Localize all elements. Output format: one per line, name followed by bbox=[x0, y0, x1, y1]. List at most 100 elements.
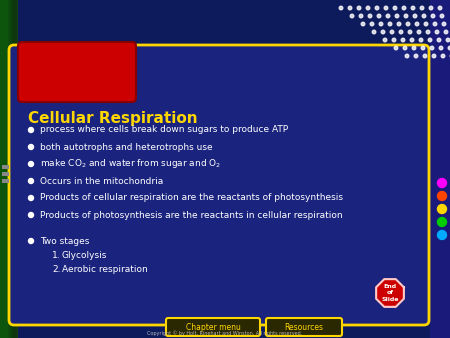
Circle shape bbox=[422, 14, 426, 18]
Text: Products of photosynthesis are the reactants in cellular respiration: Products of photosynthesis are the react… bbox=[40, 211, 342, 219]
Text: Two stages: Two stages bbox=[40, 237, 90, 245]
Circle shape bbox=[339, 6, 343, 10]
Circle shape bbox=[413, 14, 417, 18]
Bar bbox=[0, 0, 17, 338]
Text: Resources: Resources bbox=[284, 322, 324, 332]
Circle shape bbox=[401, 38, 405, 42]
Circle shape bbox=[361, 22, 365, 26]
Text: Chapter menu: Chapter menu bbox=[185, 322, 240, 332]
Circle shape bbox=[386, 14, 390, 18]
Circle shape bbox=[438, 6, 442, 10]
Circle shape bbox=[388, 22, 392, 26]
Circle shape bbox=[28, 178, 33, 184]
Circle shape bbox=[395, 14, 399, 18]
Text: Cellular Respiration: Cellular Respiration bbox=[28, 111, 198, 125]
Circle shape bbox=[429, 6, 433, 10]
Circle shape bbox=[405, 54, 409, 58]
Circle shape bbox=[437, 38, 441, 42]
Circle shape bbox=[383, 38, 387, 42]
Circle shape bbox=[394, 46, 398, 50]
Circle shape bbox=[410, 38, 414, 42]
Circle shape bbox=[439, 46, 443, 50]
Circle shape bbox=[411, 6, 415, 10]
FancyBboxPatch shape bbox=[9, 45, 429, 325]
Text: Glycolysis: Glycolysis bbox=[62, 251, 108, 261]
Bar bbox=[0, 0, 10, 338]
Circle shape bbox=[404, 14, 408, 18]
Circle shape bbox=[375, 6, 379, 10]
Circle shape bbox=[366, 6, 370, 10]
Circle shape bbox=[432, 54, 436, 58]
Circle shape bbox=[417, 30, 421, 34]
Bar bbox=[0, 0, 18, 338]
Circle shape bbox=[403, 46, 407, 50]
Text: 1.: 1. bbox=[52, 251, 61, 261]
Circle shape bbox=[379, 22, 383, 26]
Text: 2.: 2. bbox=[52, 265, 60, 273]
Bar bbox=[0, 0, 18, 338]
Circle shape bbox=[397, 22, 401, 26]
Polygon shape bbox=[376, 279, 404, 307]
Circle shape bbox=[428, 38, 432, 42]
Circle shape bbox=[442, 22, 446, 26]
Bar bbox=[0, 0, 9, 338]
Circle shape bbox=[350, 14, 354, 18]
Bar bbox=[430, 0, 450, 338]
Circle shape bbox=[372, 30, 376, 34]
Circle shape bbox=[348, 6, 352, 10]
Circle shape bbox=[28, 239, 33, 243]
Circle shape bbox=[359, 14, 363, 18]
Circle shape bbox=[431, 14, 435, 18]
Text: Occurs in the mitochondria: Occurs in the mitochondria bbox=[40, 176, 163, 186]
Circle shape bbox=[437, 217, 446, 226]
Circle shape bbox=[28, 213, 33, 217]
Circle shape bbox=[440, 14, 444, 18]
Circle shape bbox=[446, 38, 450, 42]
Circle shape bbox=[377, 14, 381, 18]
Circle shape bbox=[437, 204, 446, 214]
Circle shape bbox=[390, 30, 394, 34]
Bar bbox=[2, 172, 9, 176]
Circle shape bbox=[441, 54, 445, 58]
Circle shape bbox=[414, 54, 418, 58]
Circle shape bbox=[419, 38, 423, 42]
Text: Products of cellular respiration are the reactants of photosynthesis: Products of cellular respiration are the… bbox=[40, 193, 343, 202]
Circle shape bbox=[28, 127, 33, 132]
Circle shape bbox=[368, 14, 372, 18]
Circle shape bbox=[408, 30, 412, 34]
Circle shape bbox=[412, 46, 416, 50]
Circle shape bbox=[28, 162, 33, 167]
Bar bbox=[0, 0, 15, 338]
FancyBboxPatch shape bbox=[166, 318, 260, 336]
Circle shape bbox=[393, 6, 397, 10]
Text: process where cells break down sugars to produce ATP: process where cells break down sugars to… bbox=[40, 125, 288, 135]
Bar bbox=[0, 0, 12, 338]
Circle shape bbox=[28, 145, 33, 149]
Bar bbox=[2, 165, 9, 169]
Circle shape bbox=[406, 22, 410, 26]
Circle shape bbox=[421, 46, 425, 50]
Bar bbox=[0, 0, 30, 338]
Bar bbox=[0, 0, 14, 338]
Circle shape bbox=[444, 30, 448, 34]
Circle shape bbox=[423, 54, 427, 58]
FancyBboxPatch shape bbox=[18, 42, 136, 102]
Bar bbox=[0, 0, 8, 338]
Circle shape bbox=[381, 30, 385, 34]
Circle shape bbox=[424, 22, 428, 26]
Circle shape bbox=[426, 30, 430, 34]
Bar bbox=[2, 179, 9, 183]
Circle shape bbox=[28, 195, 33, 200]
Circle shape bbox=[433, 22, 437, 26]
Circle shape bbox=[430, 46, 434, 50]
Circle shape bbox=[415, 22, 419, 26]
Text: End
of
Slide: End of Slide bbox=[381, 284, 399, 302]
Circle shape bbox=[437, 192, 446, 200]
Circle shape bbox=[392, 38, 396, 42]
Text: Aerobic respiration: Aerobic respiration bbox=[62, 265, 148, 273]
Text: both autotrophs and heterotrophs use: both autotrophs and heterotrophs use bbox=[40, 143, 212, 151]
Circle shape bbox=[420, 6, 424, 10]
Text: Copyright © by Holt, Rinehart and Winston. All rights reserved.: Copyright © by Holt, Rinehart and Winsto… bbox=[148, 330, 302, 336]
Circle shape bbox=[435, 30, 439, 34]
Text: make CO$_2$ and water from sugar and O$_2$: make CO$_2$ and water from sugar and O$_… bbox=[40, 158, 221, 170]
